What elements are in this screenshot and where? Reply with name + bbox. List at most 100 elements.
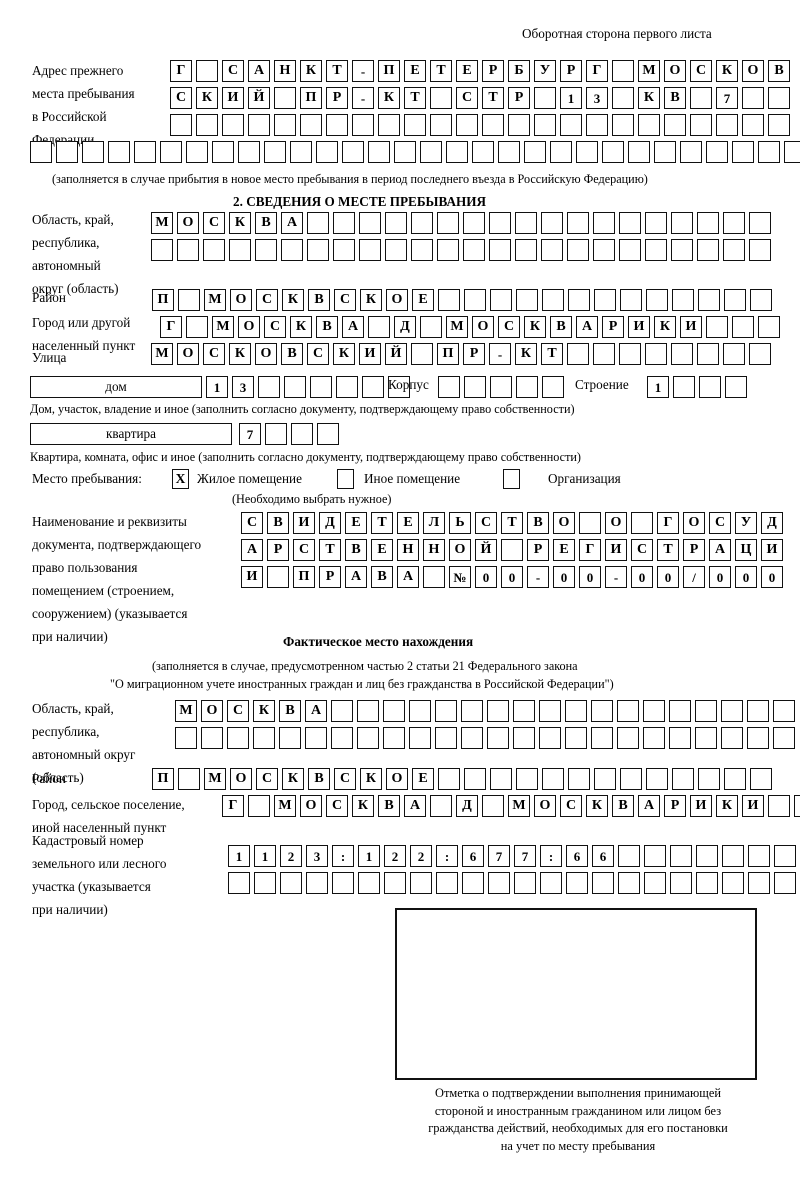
- comb-cell[interactable]: [671, 239, 693, 261]
- comb-cell[interactable]: [383, 727, 405, 749]
- comb-cell[interactable]: 2: [384, 845, 406, 867]
- comb-cell[interactable]: 0: [735, 566, 757, 588]
- comb-cell[interactable]: [384, 872, 406, 894]
- comb-cell[interactable]: [186, 316, 208, 338]
- comb-cell[interactable]: 7: [239, 423, 261, 445]
- comb-cell[interactable]: [516, 376, 538, 398]
- comb-cell[interactable]: [411, 212, 433, 234]
- prev-address-row-4[interactable]: [30, 141, 800, 163]
- comb-cell[interactable]: 6: [592, 845, 614, 867]
- comb-cell[interactable]: [593, 239, 615, 261]
- comb-cell[interactable]: 1: [206, 376, 228, 398]
- comb-cell[interactable]: 7: [514, 845, 536, 867]
- comb-cell[interactable]: [462, 872, 484, 894]
- comb-cell[interactable]: 0: [657, 566, 679, 588]
- comb-cell[interactable]: 3: [306, 845, 328, 867]
- comb-cell[interactable]: [488, 872, 510, 894]
- comb-cell[interactable]: [602, 141, 624, 163]
- comb-cell[interactable]: С: [307, 343, 329, 365]
- comb-cell[interactable]: И: [680, 316, 702, 338]
- comb-cell[interactable]: Д: [394, 316, 416, 338]
- comb-cell[interactable]: С: [334, 289, 356, 311]
- comb-cell[interactable]: Т: [319, 539, 341, 561]
- comb-cell[interactable]: [30, 141, 52, 163]
- comb-cell[interactable]: 0: [475, 566, 497, 588]
- comb-cell[interactable]: Т: [482, 87, 504, 109]
- comb-cell[interactable]: К: [360, 289, 382, 311]
- comb-cell[interactable]: [645, 212, 667, 234]
- comb-cell[interactable]: 3: [586, 87, 608, 109]
- prev-address-row-3[interactable]: [170, 114, 790, 136]
- comb-cell[interactable]: [749, 212, 771, 234]
- comb-cell[interactable]: [594, 768, 616, 790]
- comb-cell[interactable]: [438, 768, 460, 790]
- comb-cell[interactable]: [672, 768, 694, 790]
- comb-cell[interactable]: [430, 87, 452, 109]
- comb-cell[interactable]: 0: [761, 566, 783, 588]
- comb-cell[interactable]: [619, 343, 641, 365]
- comb-cell[interactable]: [487, 700, 509, 722]
- checkbox-organizaciya[interactable]: [503, 469, 520, 489]
- comb-cell[interactable]: №: [449, 566, 471, 588]
- comb-cell[interactable]: [721, 700, 743, 722]
- comb-cell[interactable]: [284, 376, 306, 398]
- comb-cell[interactable]: [463, 239, 485, 261]
- comb-cell[interactable]: [472, 141, 494, 163]
- comb-cell[interactable]: 7: [488, 845, 510, 867]
- comb-cell[interactable]: [487, 727, 509, 749]
- comb-cell[interactable]: П: [378, 60, 400, 82]
- comb-cell[interactable]: [534, 114, 556, 136]
- comb-cell[interactable]: [576, 141, 598, 163]
- comb-cell[interactable]: Е: [456, 60, 478, 82]
- comb-cell[interactable]: Т: [404, 87, 426, 109]
- comb-cell[interactable]: [695, 700, 717, 722]
- comb-cell[interactable]: [723, 212, 745, 234]
- comb-cell[interactable]: [670, 872, 692, 894]
- comb-cell[interactable]: :: [540, 845, 562, 867]
- comb-cell[interactable]: В: [612, 795, 634, 817]
- comb-cell[interactable]: -: [605, 566, 627, 588]
- comb-cell[interactable]: У: [735, 512, 757, 534]
- comb-cell[interactable]: М: [151, 212, 173, 234]
- comb-cell[interactable]: [690, 87, 712, 109]
- document-row-3[interactable]: И П Р А В А № 0 0-0 0-0 0/0 0 0: [241, 566, 783, 588]
- comb-cell[interactable]: [378, 114, 400, 136]
- comb-cell[interactable]: Д: [319, 512, 341, 534]
- comb-cell[interactable]: 0: [631, 566, 653, 588]
- comb-cell[interactable]: Е: [345, 512, 367, 534]
- comb-cell[interactable]: [291, 423, 313, 445]
- comb-cell[interactable]: [774, 845, 796, 867]
- comb-cell[interactable]: [644, 845, 666, 867]
- comb-cell[interactable]: О: [300, 795, 322, 817]
- comb-cell[interactable]: [212, 141, 234, 163]
- comb-cell[interactable]: 0: [579, 566, 601, 588]
- comb-cell[interactable]: [306, 872, 328, 894]
- comb-cell[interactable]: А: [305, 700, 327, 722]
- comb-cell[interactable]: 2: [410, 845, 432, 867]
- comb-cell[interactable]: [593, 343, 615, 365]
- comb-cell[interactable]: [274, 87, 296, 109]
- comb-cell[interactable]: [307, 239, 329, 261]
- comb-cell[interactable]: [723, 239, 745, 261]
- comb-cell[interactable]: Р: [664, 795, 686, 817]
- comb-cell[interactable]: [420, 141, 442, 163]
- comb-cell[interactable]: К: [253, 700, 275, 722]
- comb-cell[interactable]: О: [177, 343, 199, 365]
- comb-cell[interactable]: О: [664, 60, 686, 82]
- comb-cell[interactable]: Р: [326, 87, 348, 109]
- comb-cell[interactable]: [732, 316, 754, 338]
- comb-cell[interactable]: [560, 114, 582, 136]
- comb-cell[interactable]: [358, 872, 380, 894]
- comb-cell[interactable]: И: [761, 539, 783, 561]
- comb-cell[interactable]: [794, 795, 800, 817]
- comb-cell[interactable]: [489, 212, 511, 234]
- comb-cell[interactable]: [516, 768, 538, 790]
- comb-cell[interactable]: В: [267, 512, 289, 534]
- comb-cell[interactable]: [430, 114, 452, 136]
- comb-cell[interactable]: [638, 114, 660, 136]
- comb-cell[interactable]: [409, 727, 431, 749]
- comb-cell[interactable]: [280, 872, 302, 894]
- comb-cell[interactable]: [620, 289, 642, 311]
- comb-cell[interactable]: [464, 768, 486, 790]
